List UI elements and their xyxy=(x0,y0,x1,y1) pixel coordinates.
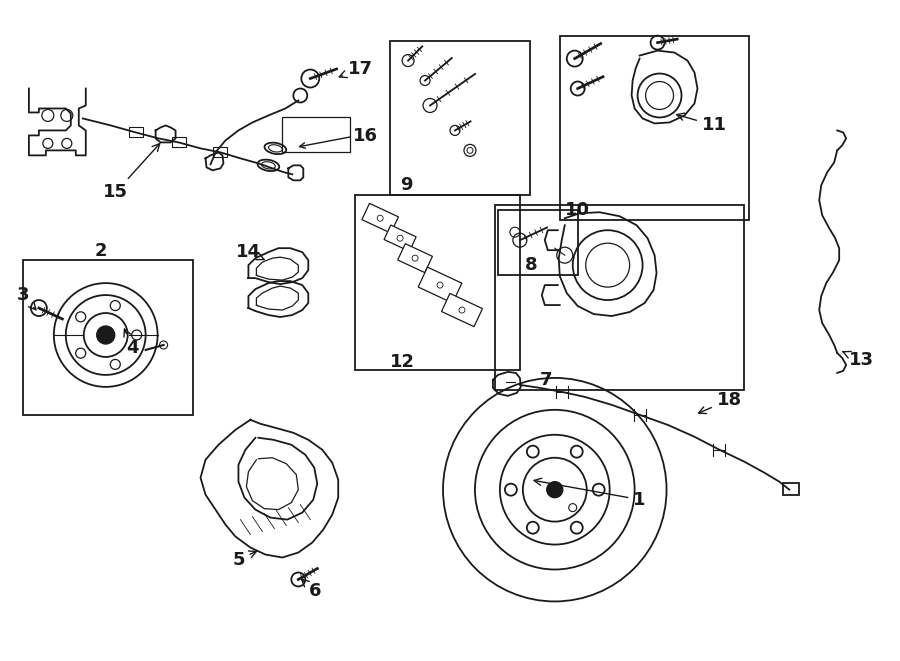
Text: 18: 18 xyxy=(698,391,742,414)
Text: 7: 7 xyxy=(540,371,553,389)
Text: 1: 1 xyxy=(534,478,646,509)
Text: 11: 11 xyxy=(677,113,727,134)
Bar xyxy=(498,210,578,275)
Polygon shape xyxy=(418,267,462,303)
Bar xyxy=(783,483,799,494)
Text: 13: 13 xyxy=(843,351,874,369)
Text: 12: 12 xyxy=(390,353,415,371)
Polygon shape xyxy=(398,244,432,272)
Text: 10: 10 xyxy=(565,201,590,219)
Text: 14: 14 xyxy=(236,243,265,261)
Polygon shape xyxy=(442,293,482,327)
Circle shape xyxy=(96,326,114,344)
Bar xyxy=(172,137,185,147)
Text: 9: 9 xyxy=(400,176,412,194)
Polygon shape xyxy=(362,204,399,233)
Text: 17: 17 xyxy=(339,59,373,77)
Text: 16: 16 xyxy=(353,128,378,145)
Text: 3: 3 xyxy=(16,286,36,310)
Polygon shape xyxy=(384,225,416,251)
Bar xyxy=(560,36,750,220)
Bar xyxy=(390,40,530,195)
Bar xyxy=(129,128,142,137)
Circle shape xyxy=(547,482,562,498)
Bar xyxy=(495,206,744,390)
Text: 4: 4 xyxy=(124,329,139,357)
Text: 2: 2 xyxy=(94,242,107,260)
Text: 8: 8 xyxy=(525,256,537,274)
Text: 5: 5 xyxy=(232,551,256,568)
Bar xyxy=(22,260,193,415)
Text: 15: 15 xyxy=(104,143,159,202)
Bar xyxy=(283,118,350,153)
Bar xyxy=(356,195,520,370)
Bar xyxy=(213,147,228,157)
Text: 6: 6 xyxy=(302,579,321,600)
